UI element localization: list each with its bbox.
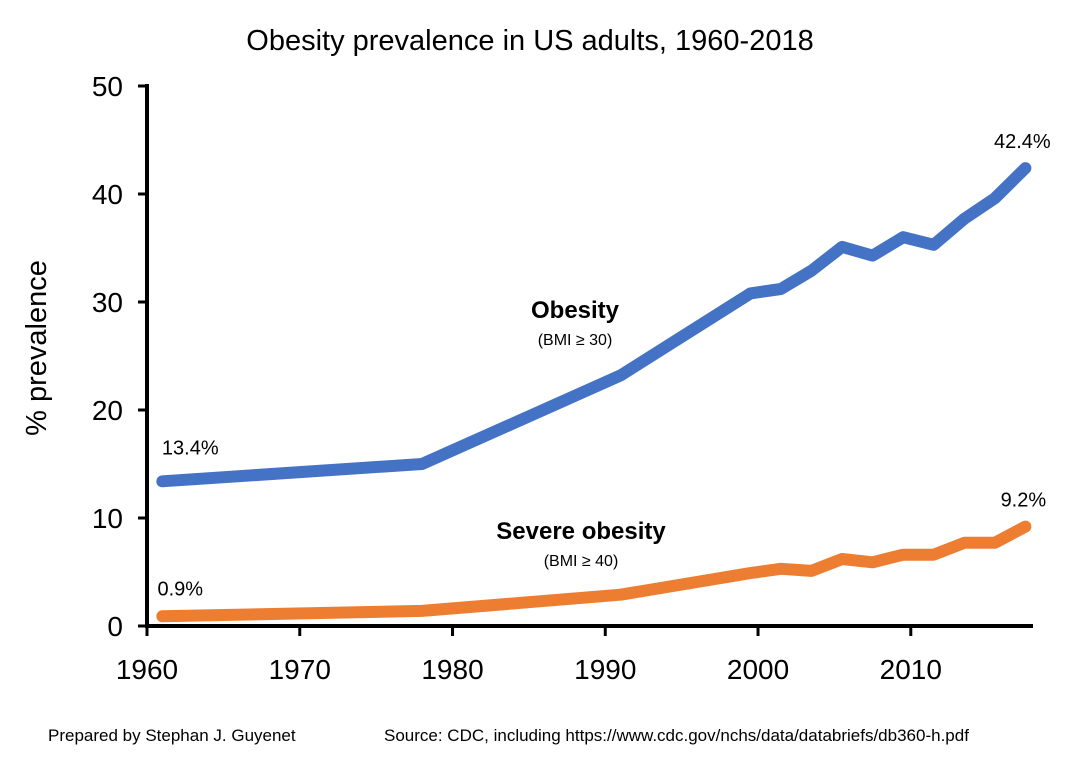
series-lines [156, 162, 1032, 623]
y-tick-label: 10 [92, 503, 123, 534]
data-label-start: 0.9% [157, 578, 203, 600]
data-label-start: 13.4% [162, 437, 219, 459]
y-tick-label: 20 [92, 395, 123, 426]
x-tick-label: 2010 [880, 654, 942, 685]
tick-labels: 0 10 20 30 40 50 1960 1970 1980 1990 2000 2010 [92, 71, 942, 685]
series-line-severe-obesity [156, 520, 1032, 623]
chart-title: Obesity prevalence in US adults, 1960-20… [246, 25, 813, 57]
footer-source: Source: CDC, including https://www.cdc.g… [384, 726, 969, 745]
x-tick-label: 1970 [269, 654, 331, 685]
x-tick-label: 1990 [574, 654, 636, 685]
data-label-end: 9.2% [1001, 490, 1047, 512]
y-tick-label: 30 [92, 287, 123, 318]
x-tick-label: 1960 [116, 654, 178, 685]
y-tick-label: 40 [92, 179, 123, 210]
y-tick-label: 0 [107, 611, 123, 642]
footer-credit: Prepared by Stephan J. Guyenet [48, 726, 296, 745]
x-tick-label: 1980 [421, 654, 483, 685]
series-name-label: Severe obesity [496, 518, 666, 545]
data-label-end: 42.4% [994, 131, 1051, 153]
series-sublabel: (BMI ≥ 40) [544, 553, 619, 570]
series-sublabel: (BMI ≥ 30) [538, 332, 613, 349]
annotations: Obesity (BMI ≥ 30) 13.4% 42.4% Severe obesit… [157, 131, 1050, 600]
y-tick-label: 50 [92, 71, 123, 102]
y-axis-label: % prevalence [21, 260, 53, 436]
axes [138, 84, 1033, 636]
series-name-label: Obesity [531, 297, 620, 324]
x-tick-label: 2000 [727, 654, 789, 685]
series-line-obesity [156, 162, 1032, 488]
